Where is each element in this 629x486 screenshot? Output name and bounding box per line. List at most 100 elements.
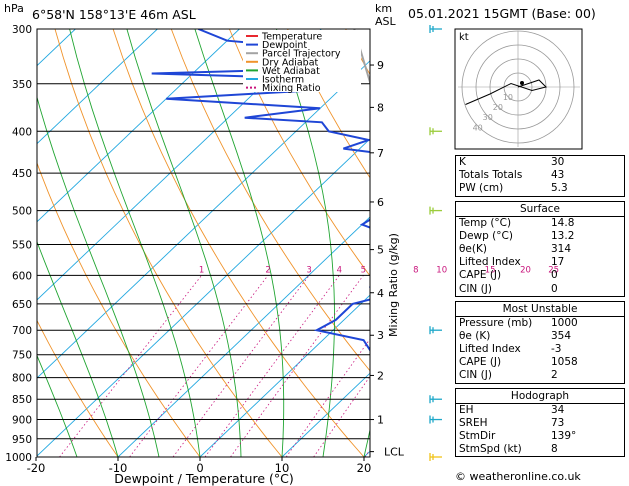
temperature-tick-label: 10 xyxy=(275,461,290,475)
wet-adiabat-line xyxy=(69,29,201,457)
panel-row-value: 1058 xyxy=(551,356,578,369)
altitude-tick-label: 6 xyxy=(377,196,384,209)
altitude-axis: 9 8 7 6 5 4 3 2 1 LCL xyxy=(370,59,405,459)
pressure-tick-label: 700 xyxy=(12,325,32,337)
most-unstable-box: Most Unstable Pressure (mb) 1000 θe (K) 354… xyxy=(455,300,625,384)
altitude-tick-label: LCL xyxy=(384,446,405,459)
most-unstable-title: Most Unstable xyxy=(456,302,624,317)
panel-row-label: Lifted Index xyxy=(459,343,521,356)
legend-label: Parcel Trajectory xyxy=(262,49,341,60)
hodograph-title: Hodograph xyxy=(456,389,624,404)
isotherm-line xyxy=(281,372,370,457)
panel-row-value: 139° xyxy=(551,430,577,442)
panel-row-label: θe (K) xyxy=(459,329,491,342)
isotherm-line xyxy=(199,294,370,457)
pressure-tick-label: 550 xyxy=(12,239,32,251)
panel-row-value: 354 xyxy=(551,329,572,342)
panel-row-label: CIN (J) xyxy=(459,369,492,382)
wet-adiabat-line xyxy=(126,29,242,457)
mixing-ratio-axis-label: Mixing Ratio (g/kg) xyxy=(387,233,400,337)
panel-row-value: 0 xyxy=(551,269,558,282)
panel-row-value: 0 xyxy=(551,282,558,295)
pressure-tick-label: 600 xyxy=(12,270,32,282)
panel-row: CIN (J) 2 xyxy=(456,369,624,382)
pressure-tick-label: 300 xyxy=(12,24,32,36)
panel-row: Lifted Index 17 xyxy=(456,256,624,269)
panel-row: Pressure (mb) 1000 xyxy=(456,317,624,330)
surface-box: Surface Temp (°C) 14.8 Dewp (°C) 13.2 θe(K) 3… xyxy=(455,200,625,297)
mixing-ratio-label: 15 xyxy=(485,265,496,275)
x-axis-label: Dewpoint / Temperature (°C) xyxy=(114,471,293,486)
hodograph-ring-label: 40 xyxy=(473,123,483,132)
pressure-tick-label: 350 xyxy=(12,79,32,91)
mixing-ratio-label: 20 xyxy=(520,265,531,275)
hodograph-trace xyxy=(465,79,547,105)
panel-row: SREH 73 xyxy=(456,417,624,430)
temperature-tick-label: -10 xyxy=(109,461,128,475)
stability-panel: K 30 Totals Totals 43 PW (cm) 5.3 Surface Tem… xyxy=(455,155,625,458)
legend-label: Isotherm xyxy=(262,75,304,86)
panel-row-value: 43 xyxy=(551,169,565,182)
mixing-ratio-label: 3 xyxy=(306,265,311,275)
panel-row-value: 2 xyxy=(551,369,558,382)
pressure-tick-label: 1000 xyxy=(5,452,32,464)
pressure-tick-label: 800 xyxy=(12,373,32,385)
mixing-ratio-line xyxy=(230,275,364,457)
indices-box: K 30 Totals Totals 43 PW (cm) 5.3 xyxy=(455,155,625,197)
pressure-tick-label: 500 xyxy=(12,206,32,218)
panel-row-label: CIN (J) xyxy=(459,282,492,295)
altitude-tick-label: 1 xyxy=(377,414,384,427)
panel-row-label: θe(K) xyxy=(459,242,487,255)
km-label: km xyxy=(375,2,392,15)
pressure-tick-label: 750 xyxy=(12,350,32,362)
mixing-ratio-label: 8 xyxy=(413,265,418,275)
panel-row: θe (K) 354 xyxy=(456,330,624,343)
panel-row-value: 8 xyxy=(551,443,558,456)
legend-label: Temperature xyxy=(261,32,322,43)
mixing-ratio-label: 10 xyxy=(436,265,447,275)
panel-row-value: 13.2 xyxy=(551,229,575,242)
mixing-ratio-line xyxy=(172,275,310,457)
temperature-tick-label: 20 xyxy=(357,461,372,475)
temperature-tick-label: -20 xyxy=(27,461,46,475)
storm-motion-marker xyxy=(520,81,524,85)
pressure-tick-label: 900 xyxy=(12,415,32,427)
panel-row-value: 5.3 xyxy=(551,182,568,195)
panel-row: StmSpd (kt) 8 xyxy=(456,443,624,456)
wet-adiabat-line xyxy=(37,354,78,457)
legend-label: Dry Adiabat xyxy=(262,57,319,68)
panel-row-value: 1000 xyxy=(551,316,578,329)
wind-barbs xyxy=(429,25,442,461)
asl-label: ASL xyxy=(375,15,397,28)
panel-row-label: Totals Totals xyxy=(459,169,523,182)
altitude-tick-label: 8 xyxy=(377,101,384,114)
panel-row-label: CAPE (J) xyxy=(459,356,502,369)
panel-row-label: K xyxy=(459,156,466,168)
panel-row-label: Pressure (mb) xyxy=(459,316,533,329)
panel-row: CAPE (J) 1058 xyxy=(456,356,624,369)
credit-text: © weatheronline.co.uk xyxy=(455,470,581,483)
panel-row: Lifted Index -3 xyxy=(456,343,624,356)
pressure-axis: 300 350 400 450 500 550 600 650 700 750 800 850 900 9… xyxy=(5,24,32,464)
pressure-tick-label: 950 xyxy=(12,434,32,446)
hodograph-ring-label: 30 xyxy=(483,113,493,122)
hodograph-ring-label: 20 xyxy=(493,103,503,112)
panel-row: CIN (J) 0 xyxy=(456,283,624,296)
altitude-tick-label: 5 xyxy=(377,244,384,257)
panel-row-value: 34 xyxy=(551,403,565,416)
panel-row-label: Dewp (°C) xyxy=(459,229,513,242)
panel-row-label: PW (cm) xyxy=(459,182,504,195)
panel-row: Temp (°C) 14.8 xyxy=(456,217,624,230)
mixing-ratio-line xyxy=(129,275,269,457)
datetime-title: 05.01.2021 15GMT (Base: 00) xyxy=(408,6,596,21)
mixing-ratio-label: 4 xyxy=(337,265,342,275)
panel-row: K 30 xyxy=(456,156,624,169)
hodograph-unit: kt xyxy=(459,32,469,43)
altitude-tick-label: 2 xyxy=(377,369,384,382)
isotherm-line xyxy=(37,60,370,379)
dry-adiabat-line xyxy=(228,29,370,277)
mixing-ratio-labels: 1 2 3 4 5 8 10 15 20 25 xyxy=(199,265,559,275)
panel-row-value: -3 xyxy=(551,343,562,356)
